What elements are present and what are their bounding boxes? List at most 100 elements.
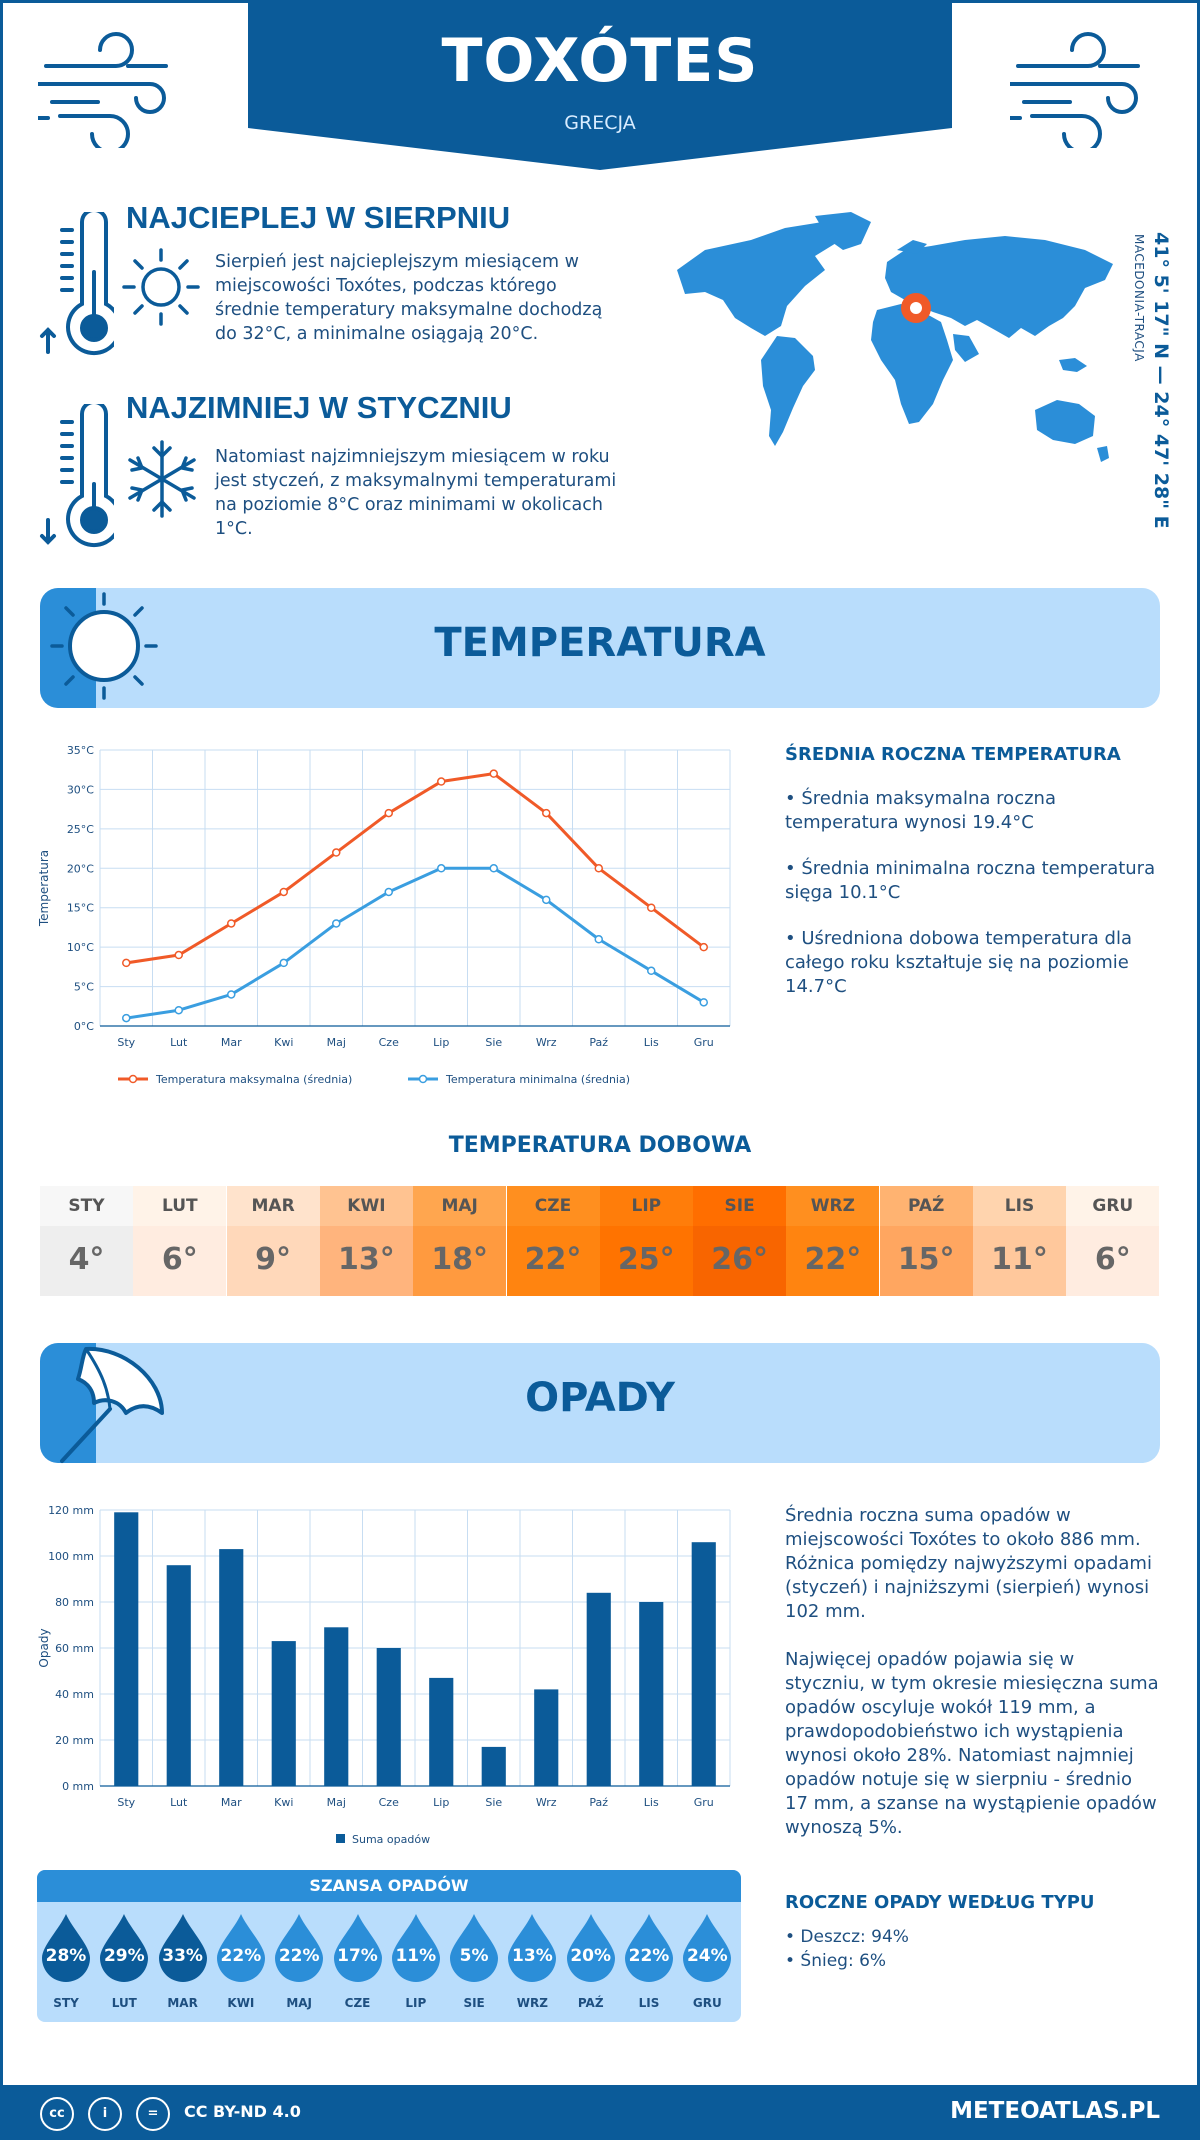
precip-chance-title: SZANSA OPADÓW [37, 1870, 741, 1902]
title-banner [248, 0, 952, 170]
precip-summary-line: wynosi około 28%. Natomiast najmniej [785, 1745, 1134, 1766]
rain-umbrella-icon [60, 1346, 164, 1463]
precip-summary-line: prawdopodobieństwo ich wystąpienia [785, 1721, 1124, 1742]
temp-summary-line: sięga 10.1°C [785, 882, 901, 903]
daily-temp-cell: CZE 22° [506, 1186, 600, 1296]
temp-summary-line: 14.7°C [785, 976, 847, 997]
rain-share: • Deszcz: 94% [785, 1927, 909, 1947]
temperature-chart: 0°C 5°C 10°C 15°C 20°C 25°C 30°C 35°C Sty Lut Mar K… [37, 744, 731, 1086]
y-tick-label: 35°C [67, 744, 94, 757]
cold-line: Natomiast najzimniejszym miesiącem w rok… [215, 447, 610, 467]
attribution-icon[interactable]: i [88, 2097, 122, 2131]
precip-bar [586, 1592, 611, 1786]
precip-summary-line: 102 mm. [785, 1601, 866, 1622]
data-point [122, 958, 131, 968]
temperature-section-title: TEMPERATURA [434, 620, 766, 666]
daily-temp-month: LIS [973, 1186, 1066, 1226]
x-tick-label: Sty [117, 1036, 135, 1049]
precip-chance-month: PAŹ [577, 1996, 604, 2010]
precip-chance-value: 22% [220, 1946, 262, 1966]
x-tick-label: Sty [117, 1796, 135, 1809]
data-point [122, 1013, 131, 1023]
precip-chance-month: CZE [344, 1996, 371, 2010]
daily-temp-value: 26° [693, 1226, 787, 1296]
data-point [227, 990, 236, 999]
x-tick-label: Lis [644, 1036, 659, 1049]
daily-temp-value: 22° [786, 1226, 880, 1296]
x-tick-label: Cze [379, 1036, 399, 1049]
x-tick-label: Mar [221, 1036, 242, 1049]
x-tick-label: Sie [485, 1796, 502, 1809]
x-tick-label: Gru [694, 1796, 714, 1809]
precip-chance-month: LUT [111, 1996, 137, 2010]
x-tick-label: Lut [170, 1036, 188, 1049]
data-point [174, 950, 183, 960]
legend-label: Suma opadów [352, 1833, 430, 1846]
x-tick-label: Maj [327, 1036, 346, 1049]
cold-line: na poziomie 8°C oraz minimami w okolicac… [215, 495, 603, 515]
y-tick-label: 20 mm [55, 1734, 94, 1747]
raindrop-icon: 5% [448, 1912, 500, 1982]
precip-bar [271, 1641, 296, 1786]
daily-temp-value: 13° [319, 1226, 413, 1296]
daily-temp-value: 6° [133, 1226, 227, 1296]
raindrop-icon: 28% [40, 1912, 92, 1982]
precip-chance-value: 11% [395, 1946, 437, 1966]
x-tick-label: Paź [589, 1036, 608, 1049]
precip-summary-line: miejscowości Toxótes to około 886 mm. [785, 1529, 1141, 1550]
precip-chance-value: 33% [162, 1946, 203, 1966]
data-point [647, 903, 656, 912]
site-link[interactable]: METEOATLAS.PL [950, 2098, 1160, 2124]
daily-temp-cell: LIS 11° [973, 1186, 1066, 1296]
legend-marker [128, 1074, 138, 1084]
precip-bar [114, 1512, 139, 1786]
daily-temp-value: 25° [599, 1226, 693, 1296]
y-tick-label: 60 mm [55, 1642, 94, 1655]
precip-chance-value: 28% [45, 1946, 87, 1966]
y-tick-label: 5°C [74, 981, 94, 994]
raindrop-icon: 22% [623, 1912, 675, 1982]
raindrop-icon: 11% [390, 1912, 442, 1982]
daily-temp-month: MAJ [413, 1186, 507, 1226]
data-point [384, 808, 393, 818]
y-tick-label: 0°C [74, 1020, 94, 1033]
cc-license-icon[interactable]: cc [40, 2097, 74, 2131]
y-axis-label: Temperatura [37, 850, 51, 927]
daily-temp-cell: KWI 13° [319, 1186, 413, 1296]
precip-types-heading: ROCZNE OPADY WEDŁUG TYPU [785, 1892, 1095, 1913]
data-point [332, 919, 341, 928]
y-tick-label: 20°C [67, 862, 94, 875]
raindrop-icon: 24% [681, 1912, 733, 1982]
precip-bar [219, 1549, 244, 1786]
temp-summary-line: całego roku kształtuje się na poziomie [785, 952, 1129, 973]
x-tick-label: Lip [433, 1796, 449, 1809]
x-tick-label: Gru [694, 1036, 714, 1049]
precip-chance-value: 20% [570, 1946, 612, 1966]
y-tick-label: 25°C [67, 823, 94, 836]
precip-bar [376, 1648, 401, 1786]
hot-line: średnie temperatury maksymalne dochodzą [215, 300, 603, 320]
daily-temp-month: MAR [226, 1186, 320, 1226]
precip-chance-month: KWI [227, 1996, 255, 2010]
license-label[interactable]: CC BY-ND 4.0 [184, 2102, 301, 2121]
data-point [174, 1005, 183, 1015]
data-point [647, 966, 656, 976]
daily-temp-value: 11° [973, 1226, 1066, 1296]
daily-temp-month: PAŹ [879, 1186, 973, 1226]
precip-summary-line: opadów oscyluje wokół 119 mm, a [785, 1697, 1096, 1718]
daily-temp-cell: STY 4° [40, 1186, 133, 1296]
page-title: TOXÓTES [441, 26, 759, 96]
x-tick-label: Cze [379, 1796, 399, 1809]
y-tick-label: 0 mm [62, 1780, 94, 1793]
daily-temp-cell: LUT 6° [133, 1186, 227, 1296]
hot-line: miejscowości Toxótes, podczas którego [215, 276, 557, 296]
x-tick-label: Sie [485, 1036, 502, 1049]
precip-bar [481, 1746, 506, 1786]
temp-summary-heading: ŚREDNIA ROCZNA TEMPERATURA [785, 744, 1121, 765]
daily-temp-cell: GRU 6° [1066, 1186, 1160, 1296]
data-point [542, 808, 551, 818]
precip-chance-value: 22% [278, 1946, 320, 1966]
no-derivatives-icon[interactable]: = [136, 2097, 170, 2131]
x-tick-label: Lis [644, 1796, 659, 1809]
data-point [542, 895, 551, 905]
